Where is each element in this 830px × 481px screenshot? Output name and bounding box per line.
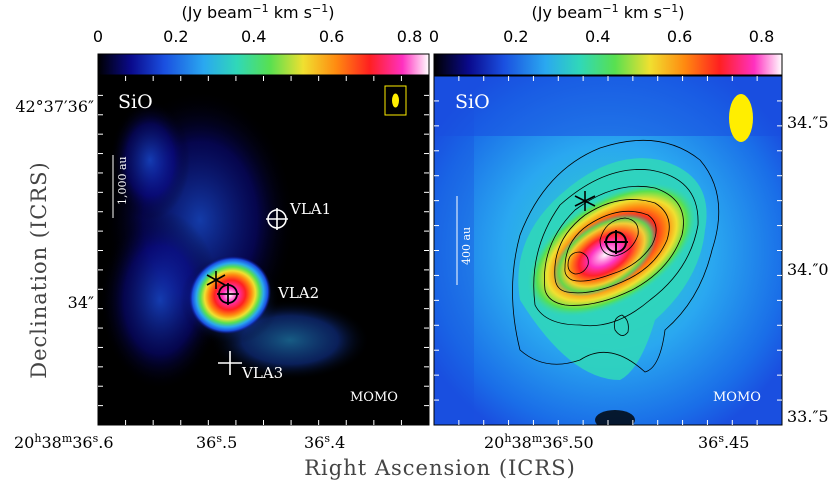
- right-image: [434, 76, 782, 425]
- right-ytick-335: 33.″5: [787, 407, 829, 426]
- vla1-marker: [266, 208, 288, 230]
- vla3-marker: [218, 351, 242, 375]
- colorbar-tick-0: 0: [93, 27, 103, 46]
- xtick-3650-label: 20h38m36s.50: [484, 432, 594, 453]
- left-image: [98, 76, 429, 425]
- xtick-366-label: 20h38m36s.6: [14, 432, 114, 453]
- left-scalebar-label: 1,000 au: [116, 156, 129, 205]
- right-colorbar-label: (Jy beam−1 km s−1): [532, 2, 685, 23]
- vla1-label: VLA1: [289, 200, 331, 218]
- right-contours: [512, 139, 720, 373]
- right-scalebar-label: 400 au: [460, 227, 473, 265]
- right-ytick-340: 34.″0: [787, 260, 829, 279]
- right-colorbar-ticks: 0 0.2 0.4 0.6 0.8: [429, 27, 774, 58]
- left-panel: (Jy beam−1 km s−1) 0 0.2 0.4 0.6 0.8 SiO 1,0…: [14, 2, 430, 453]
- left-beam-box: [384, 85, 407, 116]
- star-marker-right: [574, 191, 596, 211]
- colorbar-tick-2: 0.4: [585, 27, 610, 46]
- left-colorbar-label: (Jy beam−1 km s−1): [182, 2, 335, 23]
- colorbar-tick-3: 0.6: [667, 27, 692, 46]
- vla2-marker-right: [604, 230, 628, 254]
- xtick-365-label: 36s.5: [196, 432, 237, 453]
- colorbar-tick-1: 0.2: [163, 27, 188, 46]
- xtick-364-label: 36s.4: [304, 432, 345, 453]
- left-ytick-36: 42°37′36″: [15, 97, 94, 116]
- star-marker-left: [206, 271, 226, 289]
- left-ytick-34: 34″: [68, 293, 94, 312]
- right-colorbar: [433, 53, 783, 76]
- colorbar-tick-1: 0.2: [503, 27, 528, 46]
- right-panel: (Jy beam−1 km s−1) 0 0.2 0.4 0.6 0.8 SiO: [429, 2, 829, 453]
- colorbar-tick-2: 0.4: [241, 27, 266, 46]
- right-molecule-label: SiO: [455, 91, 490, 113]
- left-xtick-366: 20h38m36s.6: [14, 432, 114, 453]
- right-beam: [729, 94, 753, 142]
- left-colorbar: [97, 53, 430, 76]
- vla2-label: VLA2: [277, 284, 319, 302]
- colorbar-tick-4: 0.8: [749, 27, 774, 46]
- right-axis-ticks: [434, 76, 782, 425]
- y-axis-title: Declination (ICRS): [27, 161, 51, 378]
- left-credit: MOMO: [350, 390, 398, 405]
- colorbar-tick-4: 0.8: [397, 27, 422, 46]
- vla2-marker: [217, 283, 239, 305]
- right-credit: MOMO: [713, 390, 761, 405]
- left-beam: [392, 93, 399, 108]
- left-molecule-label: SiO: [118, 91, 153, 113]
- left-colorbar-ticks: 0 0.2 0.4 0.6 0.8: [93, 27, 422, 58]
- vla3-label: VLA3: [241, 364, 283, 382]
- xtick-3645-label: 36s.45: [698, 432, 749, 453]
- colorbar-tick-0: 0: [429, 27, 439, 46]
- x-axis-title: Right Ascension (ICRS): [304, 456, 576, 480]
- left-axis-ticks: [98, 76, 429, 425]
- colorbar-tick-3: 0.6: [319, 27, 344, 46]
- right-ytick-345: 34.″5: [787, 113, 829, 132]
